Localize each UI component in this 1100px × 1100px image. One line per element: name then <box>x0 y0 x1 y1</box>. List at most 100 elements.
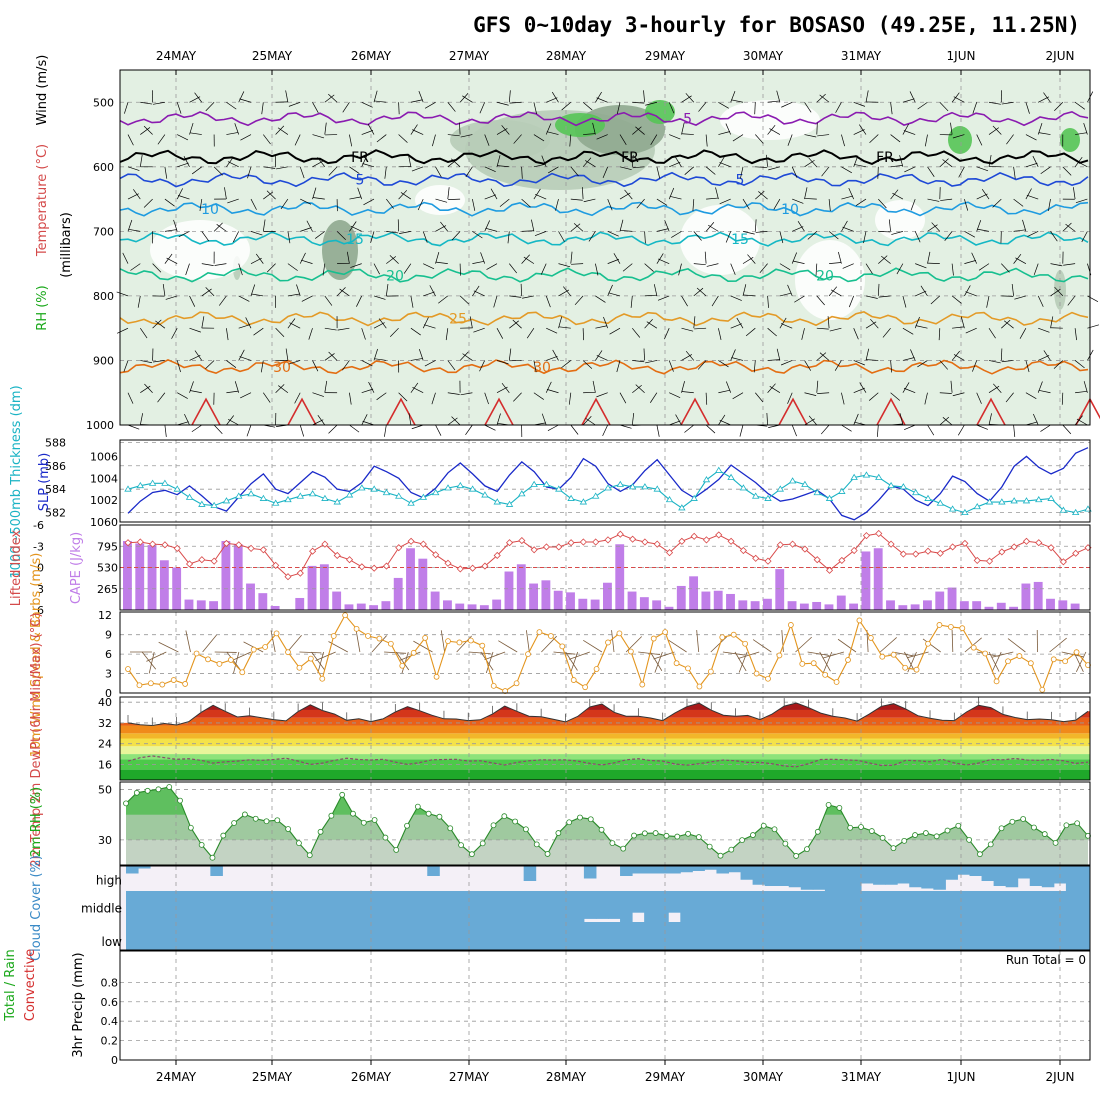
wind-barb-10m <box>185 630 191 653</box>
wind-barb <box>552 349 559 361</box>
wind-barb <box>479 102 486 114</box>
wind-speed-point <box>822 671 829 678</box>
wind-barb <box>859 124 867 135</box>
wind-barb <box>797 221 805 232</box>
wind-barb <box>1000 348 1003 361</box>
rh-point <box>544 851 551 857</box>
thickness-point <box>678 504 686 511</box>
wind-barb <box>423 291 435 297</box>
wind-barb <box>1074 101 1086 110</box>
wind-barb <box>496 101 509 106</box>
wind-speed-point <box>239 669 246 676</box>
cloud-cover-bar <box>463 891 476 922</box>
wind-barb <box>732 392 744 400</box>
wind-barb <box>328 424 338 434</box>
wind-speed-point <box>467 637 474 644</box>
cape-bar <box>1009 606 1019 610</box>
wind-tick-label: 3 <box>105 668 112 681</box>
wind-barb <box>792 198 804 204</box>
cape-bar <box>418 558 428 610</box>
wind-barb <box>451 416 461 426</box>
wind-barb <box>986 295 990 308</box>
wind-barb <box>718 360 729 368</box>
cloud-cover-bar <box>620 891 633 922</box>
wind-barb <box>951 263 954 276</box>
cloud-cover-bar <box>210 866 223 876</box>
wind-barb <box>942 159 953 168</box>
cloud-cover-bar <box>788 866 802 888</box>
rh-point <box>555 830 562 836</box>
cloud-cover-bar <box>523 891 537 922</box>
wind-barb <box>681 295 688 307</box>
wind-barb <box>176 360 181 373</box>
wind-speed-point <box>387 640 394 647</box>
wind-barb <box>902 295 907 308</box>
wind-barb <box>582 102 593 111</box>
cloud-cover-bar <box>439 891 452 922</box>
date-label-bottom: 25MAY <box>252 1070 293 1084</box>
isotherm-label: 15 <box>346 232 364 248</box>
cloud-cover-bar <box>608 922 621 950</box>
thickness-point <box>961 508 969 516</box>
cloud-cover-bar <box>849 891 862 922</box>
cloud-cover-bar <box>921 891 934 922</box>
cloud-cover-bar <box>824 891 838 922</box>
cloud-cover-bar <box>559 922 573 950</box>
wind-barb <box>287 293 300 297</box>
wind-barb <box>346 251 350 264</box>
lifted-index-point <box>653 540 661 548</box>
wind-barb-10m <box>653 651 675 660</box>
date-label-top: 28MAY <box>546 49 587 63</box>
lifted-index-point <box>333 551 341 560</box>
wind-barb <box>787 284 793 297</box>
wind-barb <box>1054 286 1064 297</box>
wind-speed-point <box>959 625 966 632</box>
cloud-cover-bar <box>1041 922 1055 950</box>
rh-point <box>987 841 994 848</box>
wind-barb <box>484 166 496 173</box>
wind-barb <box>451 231 461 241</box>
cloud-cover-bar <box>981 866 995 881</box>
cloud-cover-bar <box>1065 922 1079 950</box>
wind-barb <box>312 102 319 113</box>
cloud-cover-bar <box>945 922 958 950</box>
wind-barb <box>499 198 510 207</box>
wind-barb <box>573 223 584 232</box>
wind-panel-frame <box>119 611 1091 694</box>
wind-barb <box>176 188 183 200</box>
wind-barb <box>755 231 768 233</box>
wind-barb-10m <box>468 651 491 655</box>
cloud-cover-bar <box>885 922 898 950</box>
thickness-point <box>776 485 785 492</box>
rh-point <box>490 822 497 829</box>
rh-point <box>631 832 637 839</box>
wind-barb-10m <box>158 641 179 653</box>
cloud-cover-bar <box>800 891 814 922</box>
wind-barb <box>523 256 535 264</box>
wind-barb <box>952 392 965 397</box>
rh-point <box>155 786 162 793</box>
wind-barb <box>718 156 725 167</box>
wind-barb <box>853 360 865 366</box>
wind-barb-10m <box>807 651 830 656</box>
rh-point <box>922 830 929 836</box>
wind-speed-point <box>365 633 371 639</box>
wind-speed-point <box>285 649 291 656</box>
wind-barb <box>820 424 830 435</box>
cape-bar <box>996 602 1006 610</box>
rh-point <box>285 826 292 832</box>
wind-barb <box>952 134 965 139</box>
precip-axis-label: 3hr Precip (mm) <box>71 952 86 1057</box>
cloud-cover-bar <box>150 922 163 950</box>
wind-speed-point <box>582 684 589 691</box>
wind-barb <box>533 102 537 115</box>
cape-bar <box>135 543 145 610</box>
wind-barb <box>766 154 768 167</box>
wind-barb-10m <box>638 651 661 656</box>
wind-barb <box>450 158 461 168</box>
wind-barb <box>992 198 1002 208</box>
lifted-index-point <box>862 532 871 540</box>
wind-barb <box>226 390 239 394</box>
wind-barb <box>127 392 134 404</box>
isotherm-label: 5 <box>736 173 745 189</box>
